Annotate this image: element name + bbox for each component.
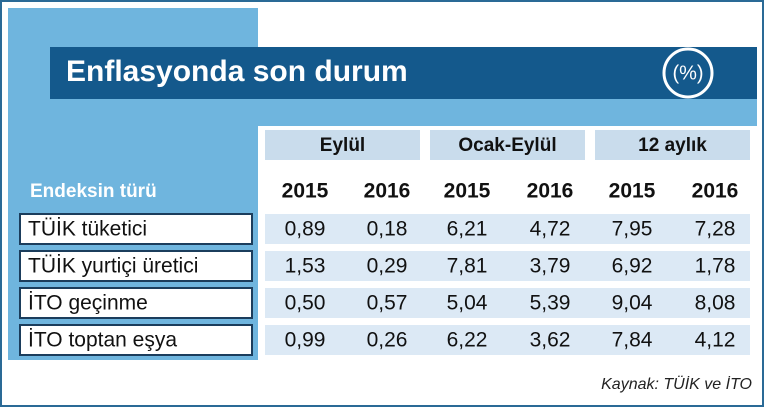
- cell-value: 0,57: [367, 292, 408, 315]
- cell-value: 8,08: [695, 292, 736, 315]
- group-label: Eylül: [320, 135, 365, 156]
- cell-value: 0,29: [367, 255, 408, 278]
- year-label: 2016: [692, 180, 739, 203]
- row-header: Endeksin türü: [30, 181, 157, 202]
- year-label: 2016: [527, 180, 574, 203]
- year-label: 2016: [364, 180, 411, 203]
- group-cell: [265, 130, 420, 160]
- row-label: İTO toptan eşya: [28, 329, 177, 352]
- cell-value: 0,18: [367, 218, 408, 241]
- row-bg: [265, 214, 750, 244]
- row-bg: [265, 251, 750, 281]
- table-area: [258, 126, 757, 364]
- row-label-box: [19, 250, 253, 282]
- year-label: 2015: [609, 180, 656, 203]
- header-bar: [50, 47, 757, 99]
- cell-value: 1,53: [285, 255, 326, 278]
- year-label: 2015: [444, 180, 491, 203]
- cell-value: 3,62: [530, 329, 571, 352]
- cell-value: 1,78: [695, 255, 736, 278]
- cell-value: 6,92: [612, 255, 653, 278]
- row-label: TÜİK yurtiçi üretici: [28, 255, 198, 278]
- row-label-box: [19, 324, 253, 356]
- cell-value: 7,81: [447, 255, 488, 278]
- cell-value: 9,04: [612, 292, 653, 315]
- cell-value: 7,28: [695, 218, 736, 241]
- cell-value: 0,89: [285, 218, 326, 241]
- group-cell: [430, 130, 585, 160]
- cell-value: 0,26: [367, 329, 408, 352]
- cell-value: 3,79: [530, 255, 571, 278]
- cell-value: 5,39: [530, 292, 571, 315]
- cell-value: 6,21: [447, 218, 488, 241]
- cell-value: 0,50: [285, 292, 326, 315]
- group-label: 12 aylık: [638, 135, 707, 156]
- year-label: 2015: [282, 180, 329, 203]
- cell-value: 4,12: [695, 329, 736, 352]
- group-cell: [595, 130, 750, 160]
- cell-value: 4,72: [530, 218, 571, 241]
- row-bg: [265, 325, 750, 355]
- cell-value: 6,22: [447, 329, 488, 352]
- row-label-box: [19, 213, 253, 245]
- row-label-box: [19, 287, 253, 319]
- cell-value: 7,95: [612, 218, 653, 241]
- title: Enflasyonda son durum: [66, 55, 408, 88]
- source: Kaynak: TÜİK ve İTO: [601, 374, 752, 393]
- cell-value: 0,99: [285, 329, 326, 352]
- row-bg: [265, 288, 750, 318]
- badge: (%): [672, 62, 703, 84]
- row-label: TÜİK tüketici: [28, 218, 147, 241]
- cell-value: 7,84: [612, 329, 653, 352]
- band: [8, 98, 757, 126]
- group-label: Ocak-Eylül: [458, 135, 556, 156]
- cell-value: 5,04: [447, 292, 488, 315]
- badge-circle: [662, 47, 714, 99]
- row-label: İTO geçinme: [28, 292, 148, 315]
